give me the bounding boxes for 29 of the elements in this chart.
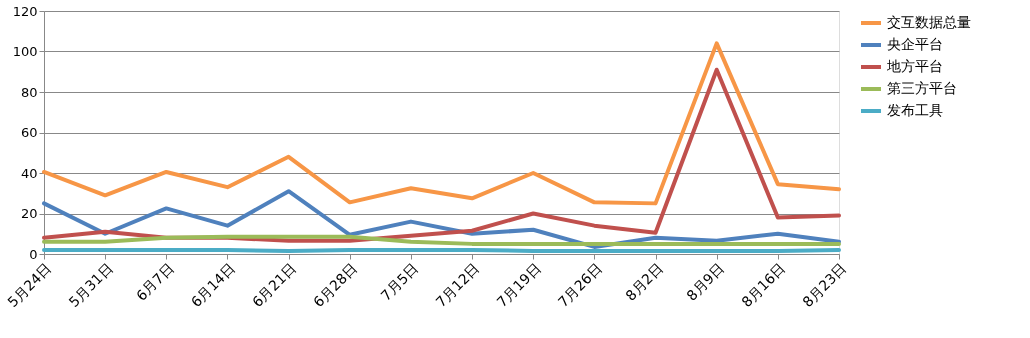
- x-tick-label: 6月7日: [132, 260, 177, 304]
- x-tick-label: 7月5日: [377, 260, 422, 304]
- legend-label: 交互数据总量: [887, 14, 971, 30]
- y-tick-label: 20: [20, 206, 38, 221]
- line-series: [42, 41, 841, 206]
- legend-label: 第三方平台: [887, 80, 957, 96]
- x-tick-label: 6月28日: [310, 260, 361, 311]
- x-tick-label: 8月9日: [683, 260, 728, 304]
- x-tick-label: 5月31日: [65, 260, 116, 311]
- x-tick-label: 6月21日: [249, 260, 300, 311]
- y-tick-label: 40: [20, 165, 38, 181]
- x-tick-label: 7月12日: [432, 260, 483, 311]
- legend-label: 发布工具: [887, 102, 943, 118]
- x-tick-label: 7月19日: [493, 260, 544, 311]
- y-tick-label: 60: [20, 125, 38, 140]
- x-tick-label: 8月23日: [799, 260, 850, 311]
- x-tick-label: 8月16日: [738, 260, 789, 311]
- legend-label: 地方平台: [886, 58, 943, 74]
- y-tick-label: 120: [12, 3, 38, 19]
- y-tick-label: 0: [29, 246, 38, 262]
- x-tick-label: 7月26日: [554, 260, 605, 311]
- x-tick-label: 5月24日: [4, 260, 55, 311]
- line-series: [42, 234, 841, 246]
- x-tick-label: 8月2日: [622, 260, 666, 304]
- line-series: [42, 189, 841, 249]
- legend-label: 央企平台: [887, 36, 943, 52]
- y-tick-label: 100: [12, 44, 38, 59]
- y-tick-label: 80: [20, 84, 38, 100]
- x-tick-label: 6月14日: [187, 260, 238, 311]
